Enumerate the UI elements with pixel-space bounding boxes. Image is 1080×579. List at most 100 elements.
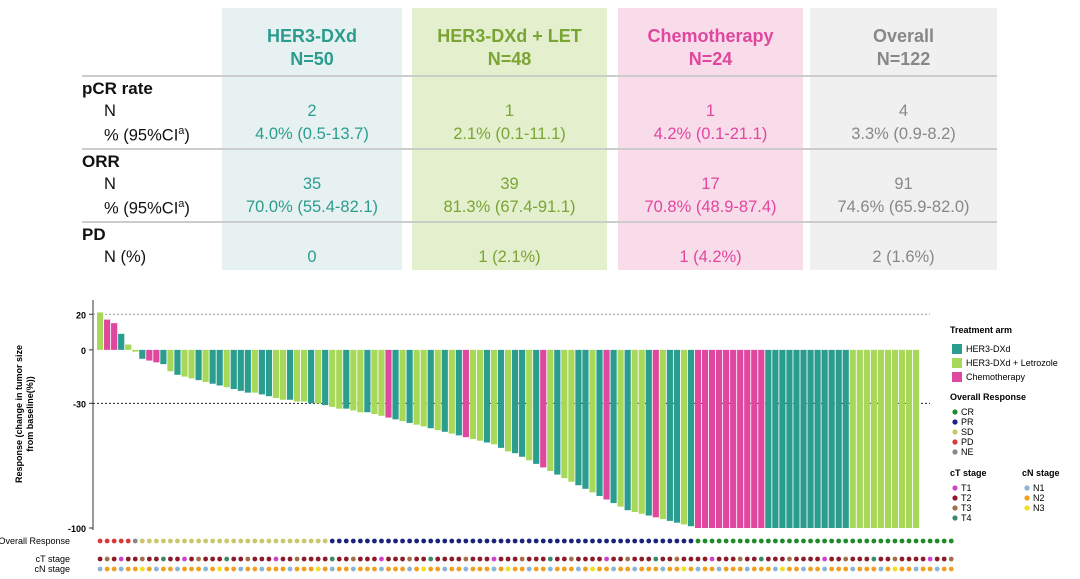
track-dot bbox=[329, 566, 335, 572]
track-dot bbox=[913, 538, 919, 544]
table-cell: 35 bbox=[302, 175, 322, 193]
row-label: % (95%CIa) bbox=[104, 198, 190, 219]
track-dot bbox=[196, 566, 201, 572]
track-dot bbox=[758, 556, 764, 562]
section-rule bbox=[82, 221, 997, 223]
legend-title: Treatment arm bbox=[950, 325, 1012, 335]
track-dot bbox=[428, 538, 434, 544]
track-dot bbox=[210, 556, 216, 562]
track-dot bbox=[801, 566, 806, 572]
track-dot bbox=[252, 556, 258, 562]
track-dot bbox=[899, 538, 905, 544]
track-dot bbox=[168, 566, 173, 572]
table-cell: 70.0% (55.4-82.1) bbox=[245, 198, 379, 216]
bar bbox=[786, 349, 793, 528]
track-dot bbox=[604, 538, 609, 544]
track-dot bbox=[364, 538, 370, 544]
track-dot bbox=[667, 538, 673, 544]
bar bbox=[216, 349, 223, 386]
track-dot bbox=[287, 556, 293, 562]
track-dot bbox=[175, 556, 180, 562]
track-dot bbox=[857, 538, 863, 544]
track-dot bbox=[386, 556, 391, 562]
track-dot bbox=[266, 538, 272, 544]
track-dot bbox=[231, 566, 237, 572]
bar bbox=[891, 349, 899, 528]
track-dot bbox=[343, 566, 349, 572]
track-dot bbox=[780, 538, 785, 544]
track-dot bbox=[153, 538, 159, 544]
label-text: N (%) bbox=[104, 248, 147, 266]
legend-label: T1 bbox=[961, 483, 972, 493]
track-dot bbox=[695, 538, 701, 544]
bar bbox=[153, 349, 160, 363]
table-cell: 81.3% (67.4-91.1) bbox=[443, 198, 576, 216]
legend-label: CR bbox=[961, 407, 974, 417]
track-dot bbox=[97, 566, 103, 572]
track-dot bbox=[336, 566, 342, 572]
track-dot bbox=[744, 556, 750, 562]
track-dot bbox=[751, 566, 757, 572]
track-dot bbox=[674, 556, 680, 562]
track-dot bbox=[576, 556, 581, 562]
track-dot bbox=[491, 538, 497, 544]
track-dot bbox=[407, 556, 412, 562]
waterfall-chart: 20 0 -30 -100 Response (change in tumor size… bbox=[0, 300, 1060, 574]
track-dot bbox=[646, 538, 652, 544]
track-dot bbox=[765, 556, 771, 562]
y-tick-label: 20 bbox=[76, 310, 86, 320]
track-dot bbox=[217, 566, 223, 572]
track-dot bbox=[442, 556, 448, 562]
bar bbox=[258, 349, 265, 395]
track-dot bbox=[772, 556, 778, 562]
track-dot bbox=[547, 566, 553, 572]
legend-dot bbox=[952, 495, 958, 501]
table-cell: 3.3% (0.9-8.2) bbox=[851, 125, 956, 143]
table-cell: 4 bbox=[898, 102, 909, 120]
track-dot bbox=[716, 538, 722, 544]
track-dot bbox=[357, 566, 363, 572]
track-dot bbox=[168, 556, 173, 562]
track-dot bbox=[850, 566, 856, 572]
track-dot bbox=[639, 566, 645, 572]
bar bbox=[884, 349, 892, 528]
track-dot bbox=[287, 538, 293, 544]
track-dot bbox=[597, 566, 602, 572]
bar bbox=[392, 349, 399, 420]
track-dot bbox=[245, 566, 251, 572]
track-dot bbox=[857, 566, 863, 572]
track-dot bbox=[561, 538, 567, 544]
track-dot bbox=[329, 538, 335, 544]
bar bbox=[835, 349, 842, 528]
track-dot bbox=[168, 538, 173, 544]
track-dot bbox=[899, 566, 905, 572]
track-dot bbox=[519, 538, 525, 544]
track-dot bbox=[322, 566, 328, 572]
track-dot bbox=[843, 556, 849, 562]
track-dot bbox=[892, 538, 898, 544]
bar bbox=[617, 349, 624, 507]
track-dot bbox=[449, 566, 455, 572]
track-dot bbox=[709, 538, 715, 544]
bar bbox=[512, 349, 519, 454]
header-rule bbox=[82, 75, 997, 77]
track-dot bbox=[899, 556, 905, 562]
track-dot bbox=[583, 566, 588, 572]
track-dot bbox=[315, 556, 321, 562]
bar bbox=[708, 349, 716, 528]
bar bbox=[286, 349, 294, 400]
track-dot bbox=[815, 566, 820, 572]
bar bbox=[863, 349, 870, 528]
bar bbox=[111, 323, 118, 350]
track-dot bbox=[343, 556, 349, 562]
track-dot bbox=[273, 556, 279, 562]
track-dot bbox=[716, 566, 722, 572]
column-n: N=122 bbox=[876, 49, 931, 69]
track-dot bbox=[554, 556, 560, 562]
track-dot bbox=[498, 566, 504, 572]
track-dot bbox=[104, 556, 110, 562]
label-text: ) bbox=[184, 126, 190, 145]
track-dot bbox=[414, 556, 420, 562]
bar bbox=[139, 349, 146, 359]
track-dot bbox=[885, 538, 891, 544]
